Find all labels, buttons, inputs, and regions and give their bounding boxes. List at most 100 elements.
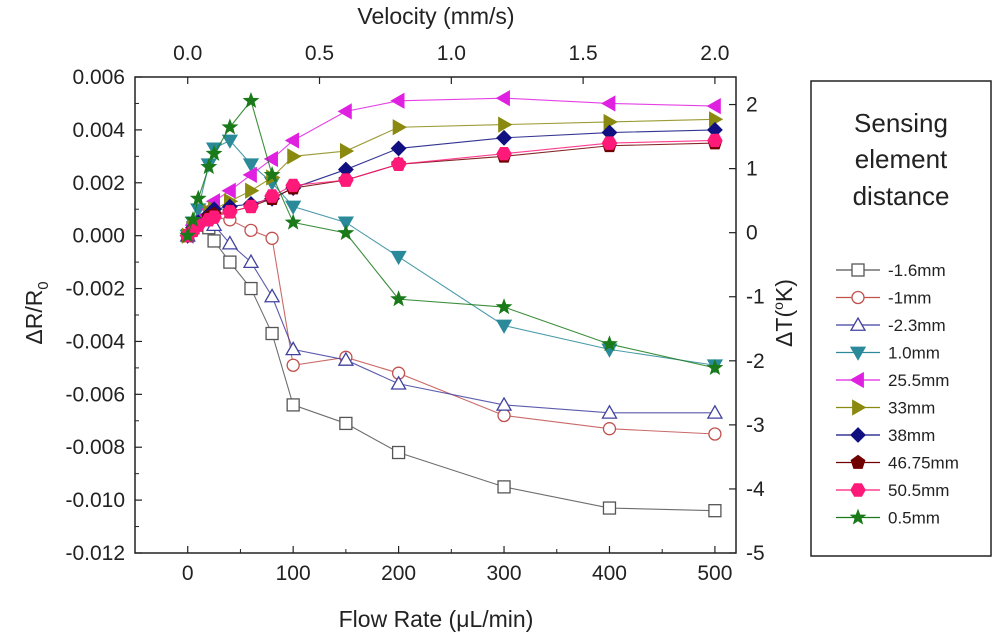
- right-tick-label: -1: [746, 286, 765, 309]
- top-tick-label: 1.5: [569, 42, 598, 65]
- legend-entry: 38mm: [836, 426, 935, 445]
- data-point: [285, 178, 301, 193]
- legend-marker: [849, 346, 867, 361]
- data-point: [390, 140, 407, 157]
- legend-label: -1.6mm: [888, 261, 946, 280]
- data-point: [337, 224, 355, 241]
- legend-marker: [849, 316, 867, 331]
- data-point: [222, 205, 238, 219]
- top-tick-label: 1.0: [437, 42, 466, 65]
- series-line: [187, 216, 715, 435]
- series-1.0mm: [179, 134, 724, 374]
- data-point: [496, 129, 512, 146]
- data-point: [497, 480, 511, 494]
- legend-entry: -1.6mm: [836, 261, 946, 280]
- data-point: [189, 189, 207, 206]
- right-tick-label: -4: [746, 478, 765, 501]
- series-25.5mm: [179, 90, 721, 244]
- legend-entry: 1.0mm: [836, 344, 940, 363]
- right-axis-label-sup: o: [770, 302, 786, 310]
- legend-label: 25.5mm: [888, 371, 949, 390]
- data-point: [284, 213, 302, 230]
- legend-label: -1mm: [888, 289, 931, 308]
- x-tick-label: 200: [381, 562, 416, 585]
- legend-entry: 0.5mm: [836, 509, 940, 528]
- data-point: [708, 427, 722, 441]
- legend-label: 1.0mm: [888, 344, 940, 363]
- data-point: [706, 404, 724, 419]
- data-point: [337, 103, 352, 120]
- y-tick-label: -0.010: [65, 489, 125, 512]
- data-point: [390, 375, 407, 390]
- legend-box: [810, 80, 992, 557]
- right-axis-label-main: ΔT(: [771, 310, 797, 347]
- data-point: [263, 288, 281, 303]
- legend-marker: [850, 427, 866, 443]
- data-point: [706, 97, 721, 115]
- x-tick-label: 100: [276, 562, 311, 585]
- data-point: [285, 341, 302, 356]
- legend-label: 38mm: [888, 426, 935, 445]
- right-tick-label: 1: [746, 158, 758, 181]
- top-tick-label: 0.0: [173, 42, 202, 65]
- series-line: [187, 224, 715, 512]
- data-point: [221, 118, 239, 135]
- data-point: [244, 223, 258, 238]
- y-tick-label: -0.002: [65, 278, 125, 301]
- data-point: [242, 253, 260, 269]
- data-point: [184, 210, 202, 227]
- right-tick-label: -3: [746, 414, 765, 437]
- legend-label: 50.5mm: [888, 481, 949, 500]
- data-point: [601, 95, 616, 112]
- data-point: [179, 226, 197, 243]
- data-point: [244, 281, 258, 296]
- x-axis-label: Flow Rate (μL/min): [339, 606, 534, 632]
- data-point: [285, 200, 302, 215]
- data-point: [337, 351, 354, 366]
- legend-title-line-3: distance: [853, 181, 950, 211]
- x-tick-label: 500: [697, 562, 732, 585]
- series-46.75mm: [180, 135, 723, 242]
- data-point: [709, 111, 724, 128]
- data-point: [242, 158, 260, 173]
- x-tick-label: 400: [592, 562, 627, 585]
- right-tick-label: 2: [746, 94, 758, 117]
- data-point: [287, 148, 302, 165]
- data-point: [497, 408, 511, 423]
- data-point: [495, 396, 513, 411]
- data-point: [206, 210, 222, 224]
- data-point: [390, 92, 405, 109]
- data-point: [221, 235, 239, 250]
- x-tick-label: 300: [487, 562, 522, 585]
- data-point: [223, 255, 237, 269]
- data-point: [391, 445, 406, 460]
- series--1.6mm: [181, 218, 722, 518]
- data-point: [337, 216, 354, 231]
- plot-area-frame: [134, 76, 737, 554]
- right-tick-label: -2: [746, 350, 765, 373]
- top-tick-label: 2.0: [700, 42, 729, 65]
- legend-entry: -2.3mm: [836, 316, 946, 335]
- legend-entry: 46.75mm: [836, 454, 959, 473]
- data-point: [265, 326, 279, 341]
- legend-entry: 33mm: [836, 399, 935, 418]
- data-point: [708, 504, 722, 518]
- data-point: [265, 231, 279, 245]
- y-tick-label: 0.004: [72, 119, 125, 142]
- y-axis-label-sub: 0: [35, 281, 52, 289]
- data-point: [390, 290, 408, 307]
- legend-label: 46.75mm: [888, 454, 959, 473]
- y-axis-label-main: ΔR/R: [21, 290, 47, 345]
- data-point: [338, 173, 354, 187]
- right-tick-label: -5: [746, 542, 765, 565]
- data-point: [221, 182, 236, 199]
- series-0.5mm: [179, 91, 724, 376]
- data-point: [390, 157, 407, 171]
- data-point: [339, 416, 353, 431]
- data-point: [190, 203, 207, 218]
- top-tick-label: 0.5: [305, 42, 334, 65]
- data-point: [392, 119, 407, 136]
- top-axis-label: Velocity (mm/s): [357, 3, 514, 29]
- data-point: [205, 144, 223, 161]
- data-point: [221, 134, 239, 149]
